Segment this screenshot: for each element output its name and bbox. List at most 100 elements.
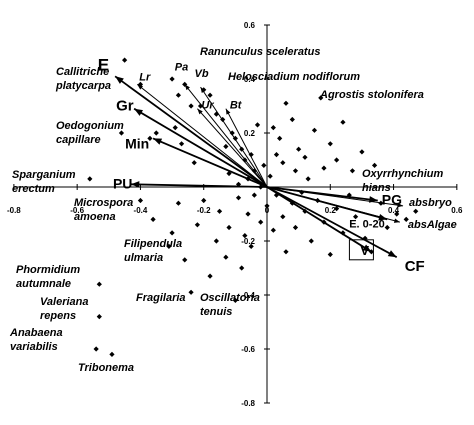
vector-absalgae xyxy=(266,186,401,223)
sample-point xyxy=(283,249,289,255)
sample-point xyxy=(277,135,283,141)
species-label-line: Fragilaria xyxy=(136,292,186,304)
sample-point xyxy=(109,351,115,357)
sample-point xyxy=(96,314,102,320)
sample-point xyxy=(254,122,261,128)
species-label-line: Sparganium xyxy=(12,169,76,181)
species-labels: Ranunculus sceleratus Helosciadium nodifl… xyxy=(9,46,444,374)
vector-arrowhead xyxy=(197,108,203,115)
species-label-line: tenuis xyxy=(200,306,232,318)
species-label-line: erectum xyxy=(12,183,55,195)
species-label-anabaena-variabilis: Anabaena variabilis xyxy=(9,327,63,353)
species-label-line: Phormidium xyxy=(16,264,80,276)
sample-point xyxy=(248,243,254,249)
sample-point xyxy=(334,157,340,163)
vector-label-ur: Ur xyxy=(201,100,214,112)
vector-label-lr: Lr xyxy=(139,71,151,83)
x-tick-label: 0.2 xyxy=(325,206,337,215)
vector-label-pu: PU xyxy=(113,175,132,191)
x-tick-label: -0.6 xyxy=(70,206,84,215)
sample-point xyxy=(261,162,267,168)
vector-label-e-0-20: E. 0-20 xyxy=(349,218,384,230)
species-label-agrostis-stolonifera: Agrostis stolonifera xyxy=(319,89,424,101)
y-tick-label: 0.4 xyxy=(244,75,256,84)
species-label-tribonema: Tribonema xyxy=(78,362,134,374)
vector-min xyxy=(152,137,268,188)
vector-label-min: Min xyxy=(125,135,149,151)
vector-arrowhead xyxy=(200,87,206,93)
species-label-valeriana-repens: Valeriana repens xyxy=(40,296,89,322)
vector-label-absalgae: absAlgae xyxy=(408,219,457,231)
species-label-line: Helosciadium nodiflorum xyxy=(228,71,360,83)
sample-point xyxy=(308,238,314,244)
vector-label-absbryo: absbryo xyxy=(409,197,452,209)
vector-label-e: E xyxy=(98,55,109,74)
sample-point xyxy=(352,214,359,220)
sample-point xyxy=(413,208,419,214)
sample-point xyxy=(258,219,264,225)
vector-arrowhead xyxy=(153,138,163,145)
sample-point xyxy=(327,251,333,258)
vector-pu xyxy=(130,183,268,188)
sample-point xyxy=(122,57,128,63)
sample-point xyxy=(346,192,352,198)
sample-point xyxy=(137,197,144,204)
species-label-line: Filipendula xyxy=(124,238,182,250)
species-label-oedogonium-capillare: Oedogonium capillare xyxy=(56,120,124,146)
sample-point xyxy=(394,211,400,217)
sample-point xyxy=(403,216,409,222)
vector-e xyxy=(114,75,268,188)
sample-points xyxy=(87,57,419,357)
sample-point xyxy=(216,208,223,214)
vector-arrowhead xyxy=(387,250,397,258)
species-label-line: Oedogonium xyxy=(56,120,124,132)
sample-point xyxy=(178,141,185,147)
sample-point xyxy=(251,192,257,198)
sample-point xyxy=(371,162,378,168)
sample-point xyxy=(302,154,308,160)
sample-point xyxy=(118,130,125,136)
y-tick-label: -0.8 xyxy=(241,399,255,408)
species-label-line: capillare xyxy=(56,134,101,146)
sample-point xyxy=(292,224,299,231)
x-tick-label: 0 xyxy=(265,206,270,215)
sample-point xyxy=(267,173,273,179)
species-label-line: platycarpa xyxy=(55,80,111,92)
species-label-phormidium-autumnale: Phormidium autumnale xyxy=(16,264,80,290)
vector-arrowhead xyxy=(225,108,231,115)
sample-point xyxy=(327,141,333,147)
vector-label-bt: Bt xyxy=(230,100,243,112)
vector-arrowhead xyxy=(130,181,140,188)
vector-arrowhead xyxy=(362,244,372,252)
species-label-line: hians xyxy=(362,182,391,194)
vector-arrowhead xyxy=(393,218,400,223)
sample-point xyxy=(147,135,153,141)
y-tick-label: 0.6 xyxy=(244,21,256,30)
species-label-line: Oxyrrhynchium xyxy=(362,168,444,180)
vector-v xyxy=(266,186,372,253)
vector-arrowhead xyxy=(115,76,124,84)
sample-point xyxy=(201,197,207,204)
sample-point xyxy=(296,146,302,152)
species-label-line: repens xyxy=(40,310,76,322)
sample-point xyxy=(280,160,286,166)
sample-point xyxy=(150,216,156,222)
y-tick-label: -0.6 xyxy=(241,345,255,354)
sample-point xyxy=(270,125,276,131)
vector-label-v: V xyxy=(360,243,369,258)
sample-point xyxy=(223,143,229,150)
vector-label-pa: Pa xyxy=(175,61,188,73)
species-label-line: amoena xyxy=(74,211,116,223)
species-label-callitriche-platycarpa: Callitriche platycarpa xyxy=(55,66,111,92)
species-label-oscillatoria-tenuis: Oscillatoria tenuis xyxy=(200,292,260,318)
sample-point xyxy=(292,168,299,174)
sample-point xyxy=(175,200,182,206)
species-label-sparganium-erectum: Sparganium erectum xyxy=(12,169,76,195)
sample-point xyxy=(153,130,159,136)
sample-point xyxy=(349,168,356,174)
sample-point xyxy=(232,297,238,303)
vector-gr xyxy=(133,107,268,188)
species-label-line: variabilis xyxy=(10,341,58,353)
sample-point xyxy=(239,265,245,271)
sample-point xyxy=(188,103,194,109)
